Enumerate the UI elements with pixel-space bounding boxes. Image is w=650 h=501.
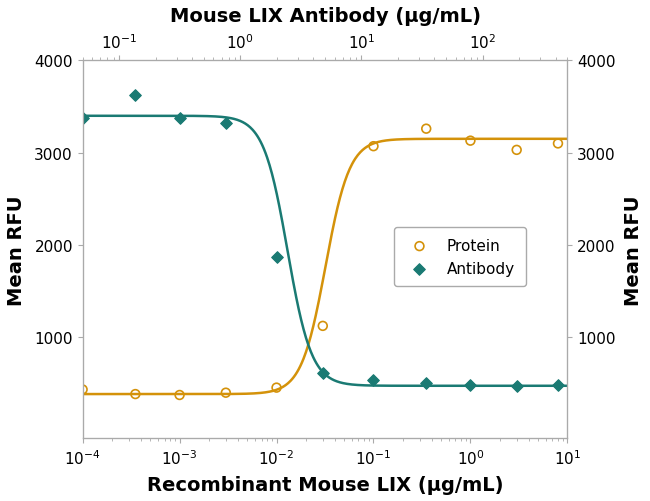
Protein: [512, 147, 522, 155]
Antibody: [318, 369, 328, 377]
X-axis label: Mouse LIX Antibody (μg/mL): Mouse LIX Antibody (μg/mL): [170, 7, 480, 26]
Protein: [220, 389, 231, 397]
Y-axis label: Mean RFU: Mean RFU: [7, 195, 26, 305]
Antibody: [465, 382, 476, 390]
Legend: Protein, Antibody: Protein, Antibody: [393, 228, 526, 287]
Protein: [465, 137, 476, 145]
Protein: [369, 143, 379, 151]
Protein: [421, 125, 432, 133]
Antibody: [369, 376, 379, 384]
Antibody: [174, 114, 185, 122]
Antibody: [271, 253, 281, 261]
Antibody: [552, 381, 563, 389]
Protein: [552, 140, 563, 148]
Antibody: [512, 382, 522, 390]
Antibody: [130, 92, 140, 100]
X-axis label: Recombinant Mouse LIX (μg/mL): Recombinant Mouse LIX (μg/mL): [147, 475, 503, 494]
Antibody: [421, 379, 432, 387]
Protein: [130, 390, 140, 398]
Antibody: [77, 114, 88, 122]
Protein: [77, 386, 88, 394]
Protein: [174, 391, 185, 399]
Antibody: [220, 120, 231, 128]
Y-axis label: Mean RFU: Mean RFU: [624, 195, 643, 305]
Protein: [271, 384, 281, 392]
Protein: [318, 322, 328, 330]
